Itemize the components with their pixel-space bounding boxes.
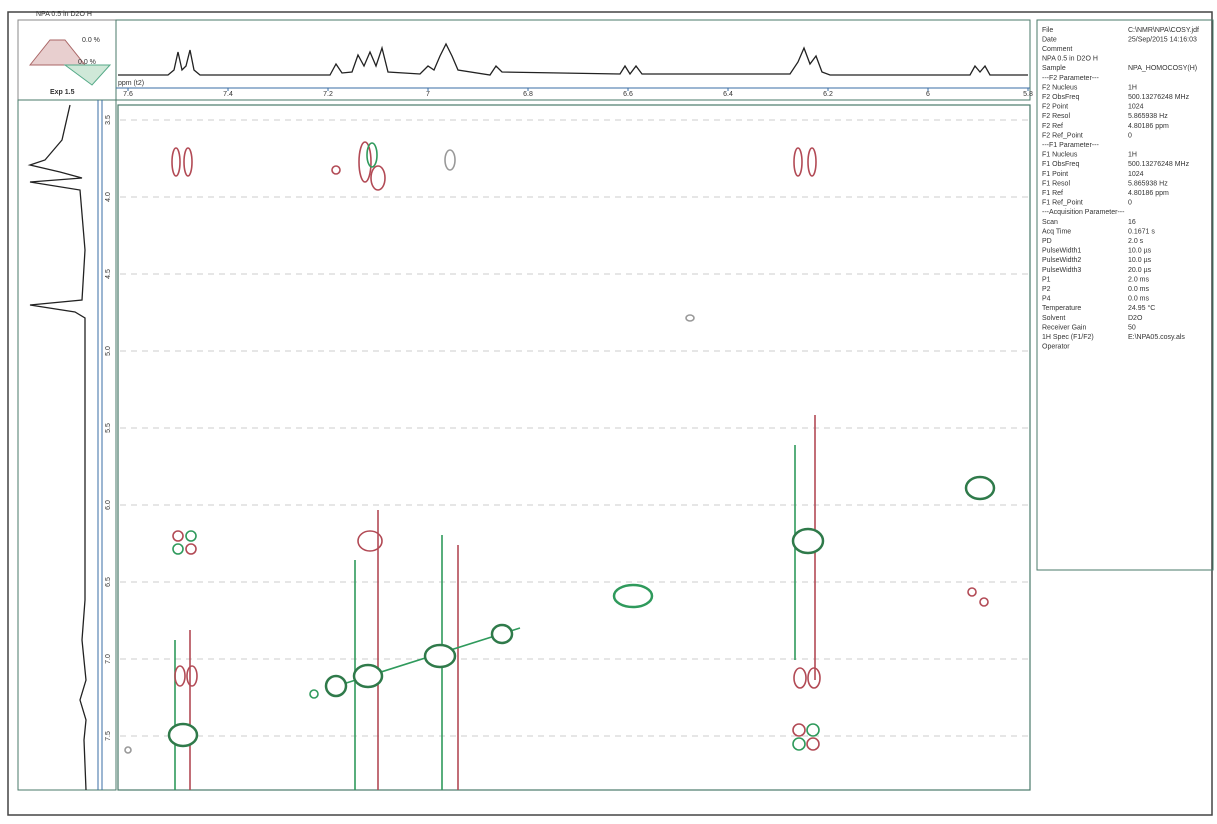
x-tick-label: 6.4 xyxy=(723,91,733,98)
y-tick-label: 7.5 xyxy=(105,731,112,741)
x-tick-label: 6 xyxy=(926,91,930,98)
parameter-name: P2 xyxy=(1042,286,1051,293)
x-tick-label: 5.8 xyxy=(1023,91,1033,98)
spectrum-printout: NPA 0.5 in D2O H 0.0 % 0.0 % Exp 1.5 ppm… xyxy=(0,0,1217,819)
page-border xyxy=(8,12,1212,815)
parameter-name: File xyxy=(1042,27,1053,34)
parameter-name: Date xyxy=(1042,36,1057,43)
parameter-value: 0.1671 s xyxy=(1128,228,1155,235)
contours xyxy=(125,142,994,790)
parameter-value: 2.0 ms xyxy=(1128,276,1150,283)
left-trace xyxy=(30,105,86,790)
parameter-name: Acq Time xyxy=(1042,228,1071,235)
parameter-name: PD xyxy=(1042,238,1052,245)
parameter-value: 4.80186 ppm xyxy=(1128,190,1169,197)
x-tick-label: 7 xyxy=(426,91,430,98)
parameter-value: 4.80186 ppm xyxy=(1128,123,1169,130)
parameter-value: 16 xyxy=(1128,219,1136,226)
page: NPA 0.5 in D2O H 0.0 % 0.0 % Exp 1.5 ppm… xyxy=(0,0,1217,819)
parameter-value: 5.865938 Hz xyxy=(1128,113,1168,120)
parameter-value: NPA_HOMOCOSY(H) xyxy=(1128,65,1197,72)
parameter-name: F1 Nucleus xyxy=(1042,152,1078,159)
plot-frame xyxy=(118,105,1030,790)
inset-label: 0.0 % xyxy=(82,37,100,44)
parameter-name: P4 xyxy=(1042,296,1051,303)
inset-label: Exp 1.5 xyxy=(50,89,75,96)
parameter-name: Operator xyxy=(1042,344,1070,351)
x-axis-unit: ppm (t2) xyxy=(118,80,144,87)
x-tick-label: 7.6 xyxy=(123,91,133,98)
parameter-name: F2 Ref xyxy=(1042,123,1063,130)
parameter-name: 1H Spec (F1/F2) xyxy=(1042,334,1094,341)
parameter-value: 0 xyxy=(1128,200,1132,207)
y-tick-label: 4.5 xyxy=(105,269,112,279)
parameter-value: 1H xyxy=(1128,84,1137,91)
parameter-value: C:\NMR\NPA\COSY.jdf xyxy=(1128,27,1199,34)
parameter-name: Solvent xyxy=(1042,315,1065,322)
parameter-name: ---F1 Parameter--- xyxy=(1042,142,1099,149)
y-tick-label: 6.5 xyxy=(105,577,112,587)
y-tick-label: 5.5 xyxy=(105,423,112,433)
parameter-value: 25/Sep/2015 14:16:03 xyxy=(1128,36,1197,43)
y-tick-label: 4.0 xyxy=(105,192,112,202)
parameter-name: Scan xyxy=(1042,219,1058,226)
top-trace xyxy=(118,44,1028,75)
parameter-name: F2 ObsFreq xyxy=(1042,94,1079,101)
parameter-value: 1024 xyxy=(1128,104,1144,111)
parameter-value: 24.95 °C xyxy=(1128,304,1155,312)
parameter-value: 20.0 µs xyxy=(1128,267,1152,274)
parameter-name: Sample xyxy=(1042,65,1066,72)
parameter-name: Temperature xyxy=(1042,305,1081,312)
y-tick-label: 7.0 xyxy=(105,654,112,664)
parameter-name: F1 Ref xyxy=(1042,190,1063,197)
parameter-value: 10.0 µs xyxy=(1128,257,1152,264)
parameter-value: 1H xyxy=(1128,152,1137,159)
parameter-value: 500.13276248 MHz xyxy=(1128,161,1190,168)
parameter-name: Comment xyxy=(1042,46,1072,53)
inset-label: 0.0 % xyxy=(78,59,96,66)
parameter-value: D2O xyxy=(1128,315,1143,322)
parameter-name: PulseWidth1 xyxy=(1042,248,1081,255)
parameter-name: F2 Ref_Point xyxy=(1042,132,1083,139)
parameter-name: F2 Point xyxy=(1042,104,1068,111)
parameter-value: 10.0 µs xyxy=(1128,248,1152,255)
parameter-name: F2 Resol xyxy=(1042,113,1070,120)
x-tick-label: 6.2 xyxy=(823,91,833,98)
parameter-name: Receiver Gain xyxy=(1042,324,1086,331)
left-trace-box xyxy=(18,100,116,790)
x-tick-label: 7.2 xyxy=(323,91,333,98)
x-tick-label: 6.6 xyxy=(623,91,633,98)
x-tick-label: 6.8 xyxy=(523,91,533,98)
parameter-panel xyxy=(1037,20,1213,570)
parameter-name: F1 Resol xyxy=(1042,180,1070,187)
header-title: NPA 0.5 in D2O H xyxy=(36,11,92,18)
y-tick-label: 5.0 xyxy=(105,346,112,356)
y-tick-label: 6.0 xyxy=(105,500,112,510)
parameter-value: E:\NPA05.cosy.als xyxy=(1128,334,1185,341)
y-tick-label: 3.5 xyxy=(105,115,112,125)
x-tick-label: 7.4 xyxy=(223,91,233,98)
parameter-value: 0.0 ms xyxy=(1128,286,1150,293)
parameter-value: 0.0 ms xyxy=(1128,296,1150,303)
parameter-name: ---Acquisition Parameter--- xyxy=(1042,209,1125,216)
parameter-value: 2.0 s xyxy=(1128,238,1144,245)
parameter-name: NPA 0.5 in D2O H xyxy=(1042,56,1098,63)
parameter-name: PulseWidth3 xyxy=(1042,267,1081,274)
parameter-name: F2 Nucleus xyxy=(1042,84,1078,91)
parameter-name: F1 ObsFreq xyxy=(1042,161,1079,168)
parameter-value: 500.13276248 MHz xyxy=(1128,94,1190,101)
parameter-value: 0 xyxy=(1128,132,1132,139)
parameter-name: ---F2 Parameter--- xyxy=(1042,75,1099,82)
parameter-value: 5.865938 Hz xyxy=(1128,180,1168,187)
parameter-name: F1 Point xyxy=(1042,171,1068,178)
parameter-value: 1024 xyxy=(1128,171,1144,178)
inset-shape xyxy=(30,40,85,65)
parameter-name: P1 xyxy=(1042,276,1051,283)
parameter-name: F1 Ref_Point xyxy=(1042,200,1083,207)
parameter-name: PulseWidth2 xyxy=(1042,257,1081,264)
parameter-value: 50 xyxy=(1128,324,1136,331)
inset-shape xyxy=(65,65,110,85)
